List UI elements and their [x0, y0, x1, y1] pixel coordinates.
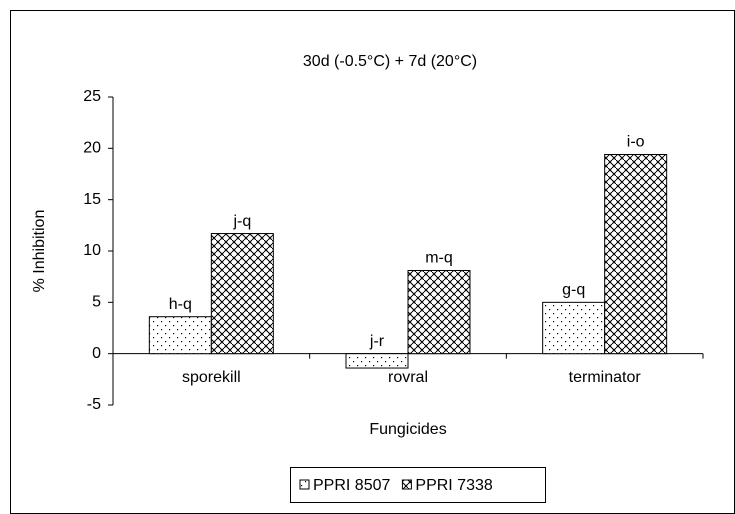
y-tick-label: 15	[83, 191, 101, 208]
legend-swatch	[401, 479, 412, 490]
bar	[604, 153, 668, 355]
bar-annotation: i-o	[627, 134, 645, 151]
y-tick-label: 10	[83, 242, 101, 259]
bar	[345, 353, 409, 369]
y-axis-label: % Inhibition	[31, 210, 48, 293]
legend-label: PPRI 7338	[415, 477, 492, 494]
y-tick-label: 20	[83, 140, 101, 157]
bar	[542, 301, 606, 355]
bar-annotation: g-q	[562, 282, 585, 299]
legend-label: PPRI 8507	[313, 477, 390, 494]
x-axis-label: Fungicides	[369, 421, 446, 438]
x-tick-label: rovral	[388, 369, 428, 386]
legend-swatch	[299, 479, 310, 490]
bar	[407, 270, 471, 355]
bar-annotation: h-q	[169, 296, 192, 313]
legend-box	[290, 467, 546, 503]
x-tick-label: terminator	[569, 369, 642, 386]
y-tick-label: 0	[92, 345, 101, 362]
bar	[148, 316, 212, 355]
chart-title: 30d (-0.5°C) + 7d (20°C)	[303, 53, 477, 70]
bar-annotation: j-q	[232, 213, 251, 230]
y-tick-label: 25	[83, 88, 101, 105]
y-tick-label: 5	[92, 294, 101, 311]
bar	[210, 233, 274, 355]
y-tick-label: -5	[87, 396, 101, 413]
bar-annotation: m-q	[425, 250, 453, 267]
x-tick-label: sporekill	[182, 369, 241, 386]
bar-annotation: j-r	[369, 333, 385, 350]
